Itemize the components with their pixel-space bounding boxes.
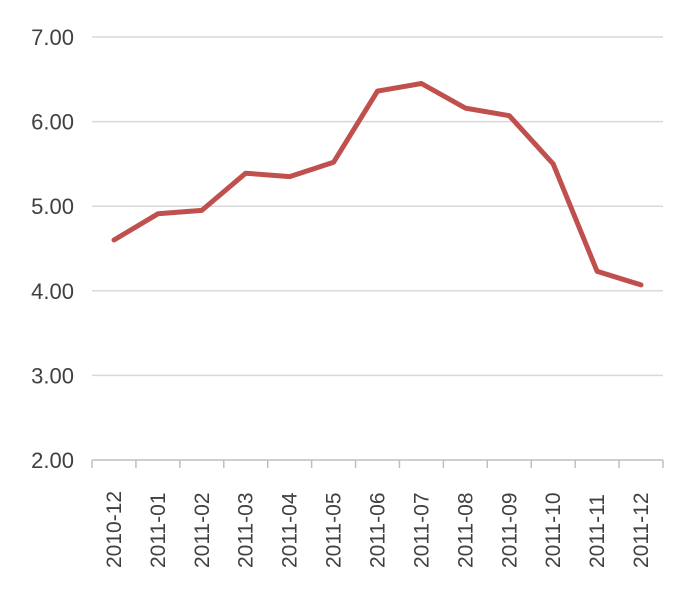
series-layer (111, 81, 644, 288)
y-tick-label: 7.00 (31, 25, 74, 50)
y-tick-label: 5.00 (31, 194, 74, 219)
x-tick-label: 2011-03 (235, 492, 258, 568)
y-tick-label: 6.00 (31, 110, 74, 135)
x-tick-label: 2011-12 (630, 492, 653, 568)
x-tick-label: 2011-09 (498, 492, 521, 568)
x-tick-label: 2011-05 (323, 492, 346, 568)
x-tick-label: 2010-12 (103, 491, 126, 568)
x-tick-label: 2011-01 (147, 492, 170, 568)
x-tick-label: 2011-11 (586, 494, 609, 568)
y-tick-label: 2.00 (31, 448, 74, 473)
gridlines (92, 36, 663, 377)
x-axis: 2010-12 2011-01 2011-02 2011-03 2011-04 2011-… (91, 459, 664, 568)
y-tick-label: 3.00 (31, 363, 74, 388)
x-tick-label: 2011-08 (454, 492, 477, 568)
y-tick-label: 4.00 (31, 279, 74, 304)
x-tick-label: 2011-02 (191, 492, 214, 568)
x-tick-label: 2011-04 (279, 492, 302, 568)
series-line (111, 81, 644, 288)
x-tick-label: 2011-10 (542, 492, 565, 568)
x-tick-label: 2011-07 (410, 492, 433, 568)
y-axis-tick-labels: 2.00 3.00 4.00 5.00 6.00 7.00 (31, 25, 74, 473)
x-tick-label: 2011-06 (367, 492, 390, 568)
